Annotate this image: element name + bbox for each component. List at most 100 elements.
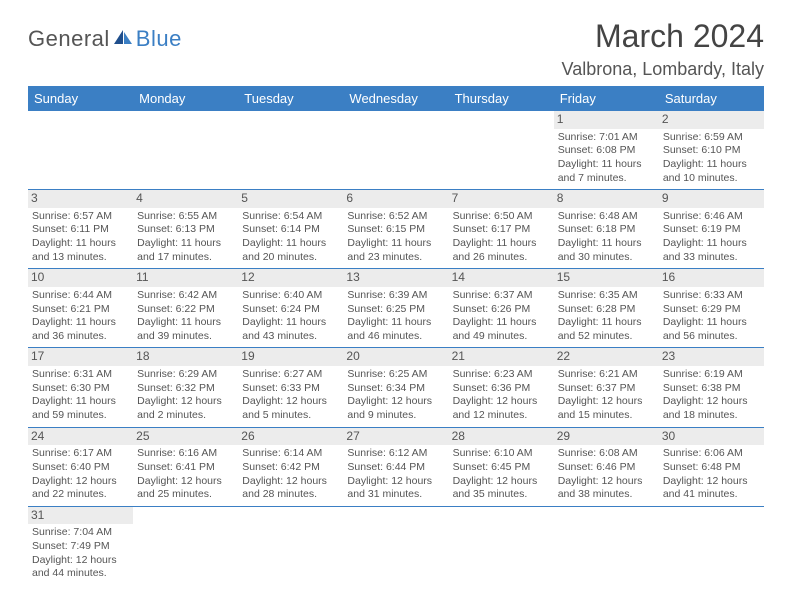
calendar-cell: 1Sunrise: 7:01 AMSunset: 6:08 PMDaylight…	[554, 111, 659, 190]
calendar-cell: 19Sunrise: 6:27 AMSunset: 6:33 PMDayligh…	[238, 348, 343, 427]
day-body: Sunrise: 6:16 AMSunset: 6:41 PMDaylight:…	[137, 447, 234, 502]
day-line: Sunset: 6:36 PM	[453, 382, 550, 396]
calendar-cell: 26Sunrise: 6:14 AMSunset: 6:42 PMDayligh…	[238, 427, 343, 506]
day-line: and 23 minutes.	[347, 251, 444, 265]
day-body: Sunrise: 6:37 AMSunset: 6:26 PMDaylight:…	[453, 289, 550, 344]
logo: General Blue	[28, 26, 182, 52]
day-line: Sunset: 6:21 PM	[32, 303, 129, 317]
day-number: 9	[659, 190, 764, 208]
day-line: Daylight: 11 hours	[558, 158, 655, 172]
page-title: March 2024	[562, 18, 764, 55]
day-number: 3	[28, 190, 133, 208]
day-body: Sunrise: 6:50 AMSunset: 6:17 PMDaylight:…	[453, 210, 550, 265]
day-line: Sunset: 6:34 PM	[347, 382, 444, 396]
day-number: 24	[28, 428, 133, 446]
day-line: Daylight: 12 hours	[453, 395, 550, 409]
calendar-cell: 11Sunrise: 6:42 AMSunset: 6:22 PMDayligh…	[133, 269, 238, 348]
day-line: Sunset: 6:33 PM	[242, 382, 339, 396]
day-line: Daylight: 12 hours	[347, 475, 444, 489]
day-body: Sunrise: 6:39 AMSunset: 6:25 PMDaylight:…	[347, 289, 444, 344]
calendar-cell: 24Sunrise: 6:17 AMSunset: 6:40 PMDayligh…	[28, 427, 133, 506]
day-line: Sunset: 6:45 PM	[453, 461, 550, 475]
calendar-cell: 25Sunrise: 6:16 AMSunset: 6:41 PMDayligh…	[133, 427, 238, 506]
day-body: Sunrise: 6:25 AMSunset: 6:34 PMDaylight:…	[347, 368, 444, 423]
calendar-cell: 4Sunrise: 6:55 AMSunset: 6:13 PMDaylight…	[133, 190, 238, 269]
day-body: Sunrise: 6:35 AMSunset: 6:28 PMDaylight:…	[558, 289, 655, 344]
day-line: and 10 minutes.	[663, 172, 760, 186]
day-line: and 30 minutes.	[558, 251, 655, 265]
day-line: Sunrise: 6:35 AM	[558, 289, 655, 303]
day-line: Sunset: 6:18 PM	[558, 223, 655, 237]
day-header: Thursday	[449, 86, 554, 111]
day-line: Sunrise: 6:54 AM	[242, 210, 339, 224]
day-body: Sunrise: 7:04 AMSunset: 7:49 PMDaylight:…	[32, 526, 129, 581]
header: General Blue March 2024 Valbrona, Lombar…	[28, 18, 764, 80]
day-header: Tuesday	[238, 86, 343, 111]
day-line: Sunrise: 6:37 AM	[453, 289, 550, 303]
day-number: 13	[343, 269, 448, 287]
day-header: Saturday	[659, 86, 764, 111]
day-number: 30	[659, 428, 764, 446]
title-block: March 2024 Valbrona, Lombardy, Italy	[562, 18, 764, 80]
day-line: Sunset: 6:15 PM	[347, 223, 444, 237]
day-line: Daylight: 11 hours	[558, 237, 655, 251]
day-line: and 26 minutes.	[453, 251, 550, 265]
day-header: Monday	[133, 86, 238, 111]
day-body: Sunrise: 6:10 AMSunset: 6:45 PMDaylight:…	[453, 447, 550, 502]
day-line: Sunrise: 6:40 AM	[242, 289, 339, 303]
day-line: Sunrise: 6:31 AM	[32, 368, 129, 382]
day-number: 7	[449, 190, 554, 208]
day-line: and 22 minutes.	[32, 488, 129, 502]
day-number: 16	[659, 269, 764, 287]
day-line: Sunset: 6:38 PM	[663, 382, 760, 396]
day-line: Sunrise: 7:04 AM	[32, 526, 129, 540]
day-line: Daylight: 12 hours	[32, 554, 129, 568]
calendar-cell: 7 Sunrise: 6:50 AMSunset: 6:17 PMDaylight…	[449, 190, 554, 269]
day-line: Daylight: 12 hours	[663, 395, 760, 409]
day-line: and 12 minutes.	[453, 409, 550, 423]
day-line: and 38 minutes.	[558, 488, 655, 502]
day-line: Sunset: 6:14 PM	[242, 223, 339, 237]
day-line: Sunrise: 6:29 AM	[137, 368, 234, 382]
calendar-week-row: 10Sunrise: 6:44 AMSunset: 6:21 PMDayligh…	[28, 269, 764, 348]
day-line: Daylight: 12 hours	[558, 395, 655, 409]
day-line: Daylight: 12 hours	[242, 475, 339, 489]
calendar-week-row: 17Sunrise: 6:31 AMSunset: 6:30 PMDayligh…	[28, 348, 764, 427]
day-line: Daylight: 12 hours	[347, 395, 444, 409]
day-line: Sunrise: 6:27 AM	[242, 368, 339, 382]
day-line: Sunset: 6:25 PM	[347, 303, 444, 317]
day-line: and 59 minutes.	[32, 409, 129, 423]
day-line: Sunrise: 6:57 AM	[32, 210, 129, 224]
calendar-cell	[133, 506, 238, 585]
day-line: Daylight: 12 hours	[663, 475, 760, 489]
day-line: Sunrise: 6:55 AM	[137, 210, 234, 224]
day-number: 4	[133, 190, 238, 208]
day-line: and 18 minutes.	[663, 409, 760, 423]
logo-sail-icon	[112, 28, 134, 51]
day-line: Sunrise: 7:01 AM	[558, 131, 655, 145]
day-line: and 41 minutes.	[663, 488, 760, 502]
day-body: Sunrise: 6:52 AMSunset: 6:15 PMDaylight:…	[347, 210, 444, 265]
day-number: 10	[28, 269, 133, 287]
day-line: Sunrise: 6:48 AM	[558, 210, 655, 224]
calendar-cell: 22Sunrise: 6:21 AMSunset: 6:37 PMDayligh…	[554, 348, 659, 427]
day-body: Sunrise: 6:48 AMSunset: 6:18 PMDaylight:…	[558, 210, 655, 265]
day-line: Sunrise: 6:14 AM	[242, 447, 339, 461]
day-line: Daylight: 11 hours	[242, 316, 339, 330]
day-number: 25	[133, 428, 238, 446]
day-line: Daylight: 11 hours	[558, 316, 655, 330]
calendar-week-row: 31Sunrise: 7:04 AMSunset: 7:49 PMDayligh…	[28, 506, 764, 585]
day-body: Sunrise: 6:54 AMSunset: 6:14 PMDaylight:…	[242, 210, 339, 265]
day-number: 31	[28, 507, 133, 525]
day-line: Sunrise: 6:06 AM	[663, 447, 760, 461]
day-number: 28	[449, 428, 554, 446]
day-line: Sunset: 6:10 PM	[663, 144, 760, 158]
calendar-cell: 13 Sunrise: 6:39 AMSunset: 6:25 PMDayligh…	[343, 269, 448, 348]
calendar-cell	[343, 111, 448, 190]
calendar-cell: 27Sunrise: 6:12 AMSunset: 6:44 PMDayligh…	[343, 427, 448, 506]
day-line: Sunset: 6:26 PM	[453, 303, 550, 317]
calendar-cell: 15Sunrise: 6:35 AMSunset: 6:28 PMDayligh…	[554, 269, 659, 348]
calendar-cell: 23Sunrise: 6:19 AMSunset: 6:38 PMDayligh…	[659, 348, 764, 427]
calendar-cell: 31Sunrise: 7:04 AMSunset: 7:49 PMDayligh…	[28, 506, 133, 585]
day-line: Sunset: 7:49 PM	[32, 540, 129, 554]
